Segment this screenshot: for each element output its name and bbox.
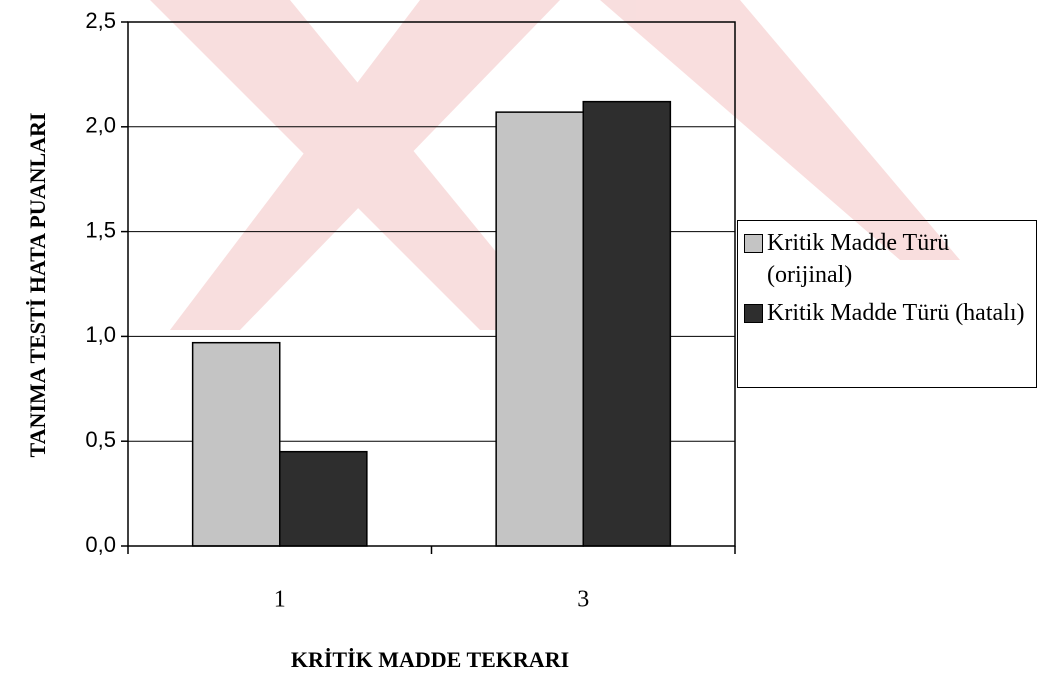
y-tick-label: 2,0	[85, 113, 116, 138]
y-tick-label: 2,5	[85, 8, 116, 33]
x-axis-title: KRİTİK MADDE TEKRARI	[291, 647, 569, 672]
x-tick-label: 3	[577, 587, 589, 613]
y-tick-label: 1,5	[85, 217, 116, 242]
plot-border	[127, 21, 736, 547]
legend: Kritik Madde Türü (orijinal) Kritik Madde…	[737, 220, 1037, 388]
legend-entry: Kritik Madde Türü (orijinal)	[744, 227, 1030, 291]
y-axis-title: TANIMA TESTİ HATA PUANLARI	[25, 113, 50, 458]
legend-label: Kritik Madde Türü (orijinal)	[767, 230, 950, 288]
legend-swatch	[744, 234, 763, 253]
y-tick-label: 1,0	[85, 322, 116, 347]
y-tick-label: 0,0	[85, 532, 116, 557]
legend-label: Kritik Madde Türü (hatalı)	[767, 300, 1025, 326]
bar	[279, 450, 368, 547]
legend-entry: Kritik Madde Türü (hatalı)	[744, 297, 1030, 329]
legend-swatch	[744, 304, 763, 323]
y-tick-label: 0,5	[85, 427, 116, 452]
bar	[495, 111, 585, 547]
watermark	[150, 0, 960, 330]
bar	[582, 100, 672, 547]
x-tick-label: 1	[274, 587, 286, 613]
bar	[191, 341, 281, 547]
